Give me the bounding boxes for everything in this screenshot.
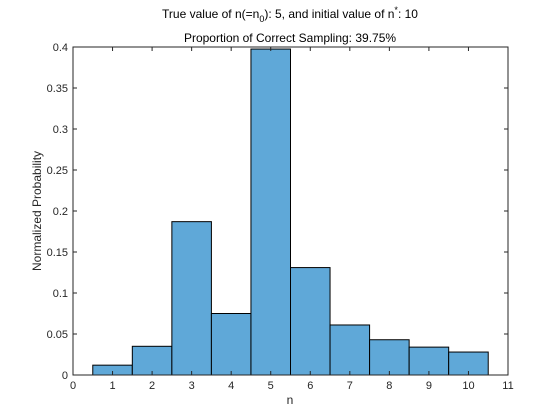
chart-title-line1: True value of n(=n0): 5, and initial val…	[162, 5, 418, 24]
histogram-bar-9	[408, 346, 450, 376]
y-tick-label: 0	[62, 370, 68, 382]
x-tick-label: 10	[462, 380, 474, 392]
histogram-bar-7	[329, 324, 371, 376]
histogram-bar-6	[290, 267, 331, 376]
y-tick-label: 0.4	[53, 42, 68, 54]
x-axis-ticks: 0 1 2 3 4 5 6 7 8 9 10 11	[70, 47, 514, 392]
y-tick-label: 0.15	[47, 247, 68, 259]
x-tick-label: 0	[70, 380, 76, 392]
x-tick-label: 7	[347, 380, 353, 392]
bar-series	[92, 48, 489, 376]
y-tick-label: 0.2	[53, 206, 68, 218]
x-tick-label: 8	[386, 380, 392, 392]
y-tick-label: 0.35	[47, 83, 68, 95]
histogram-bar-2	[131, 345, 173, 376]
x-tick-label: 5	[268, 380, 274, 392]
y-axis-ticks: 0 0.05 0.1 0.15 0.2 0.25 0.3 0.35 0.4	[47, 42, 508, 382]
histogram-bar-8	[369, 339, 410, 376]
y-tick-label: 0.3	[53, 124, 68, 136]
histogram-bar-3	[171, 221, 212, 376]
y-tick-label: 0.25	[47, 165, 68, 177]
x-tick-label: 11	[502, 380, 513, 392]
chart-title-line2: Proportion of Correct Sampling: 39.75%	[184, 31, 396, 45]
x-tick-label: 2	[149, 380, 155, 392]
histogram-bar-5	[250, 48, 291, 376]
y-tick-label: 0.05	[47, 329, 68, 341]
x-axis-label: n	[287, 393, 294, 407]
y-axis-label: Normalized Probability	[30, 151, 44, 271]
x-tick-label: 6	[307, 380, 313, 392]
x-tick-label: 1	[109, 380, 115, 392]
x-tick-label: 4	[228, 380, 234, 392]
x-tick-label: 3	[189, 380, 195, 392]
x-tick-label: 9	[426, 380, 432, 392]
histogram-bar-4	[210, 313, 252, 376]
y-tick-label: 0.1	[53, 288, 68, 300]
